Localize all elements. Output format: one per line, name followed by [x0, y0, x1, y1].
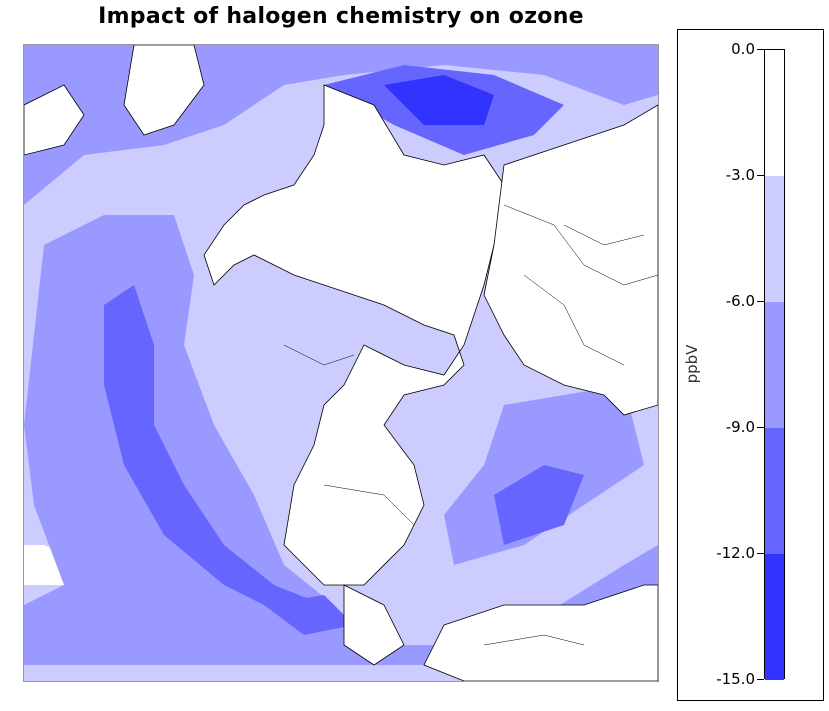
field-strongest-north: [384, 75, 494, 125]
country-boundaries: [283, 204, 658, 646]
colorbar-tick-label: 0.0: [731, 40, 755, 58]
colorbar-tick-label: -9.0: [725, 418, 755, 436]
field-strong-gulf: [264, 595, 354, 635]
land-northwest: [123, 45, 205, 136]
colorbar-tick-label: -12.0: [716, 544, 755, 562]
colorbar-tick-label: -6.0: [725, 292, 755, 310]
colorbar-tick: [757, 427, 764, 428]
colorbar-segment: [765, 50, 784, 176]
colorbar-segment: [765, 428, 784, 554]
colorbar-tick-label: -15.0: [716, 670, 755, 688]
ozone-map: [23, 44, 659, 682]
land-south: [423, 584, 658, 681]
land-masses: [24, 45, 658, 681]
land-east: [483, 104, 658, 416]
colorbar-unit-label: ppbV: [683, 344, 701, 384]
colorbar-tick-label: -3.0: [725, 166, 755, 184]
land-central: [203, 84, 505, 586]
map-title: Impact of halogen chemistry on ozone: [98, 4, 584, 29]
colorbar-tick: [757, 175, 764, 176]
field-medium-band: [24, 215, 658, 665]
colorbar-segment: [765, 176, 784, 302]
colorbar: [764, 49, 785, 680]
field-strong-atlantic: [494, 465, 584, 545]
colorbar-tick: [757, 301, 764, 302]
colorbar-panel: [677, 29, 824, 701]
colorbar-segment: [765, 302, 784, 428]
colorbar-tick: [757, 49, 764, 50]
colorbar-tick: [757, 553, 764, 554]
land-west: [24, 84, 85, 156]
field-strong-pacific: [104, 285, 324, 615]
colorbar-segment: [765, 554, 784, 680]
colorbar-tick: [757, 679, 764, 680]
land-central-america: [343, 584, 405, 666]
map-canvas: [24, 45, 658, 681]
